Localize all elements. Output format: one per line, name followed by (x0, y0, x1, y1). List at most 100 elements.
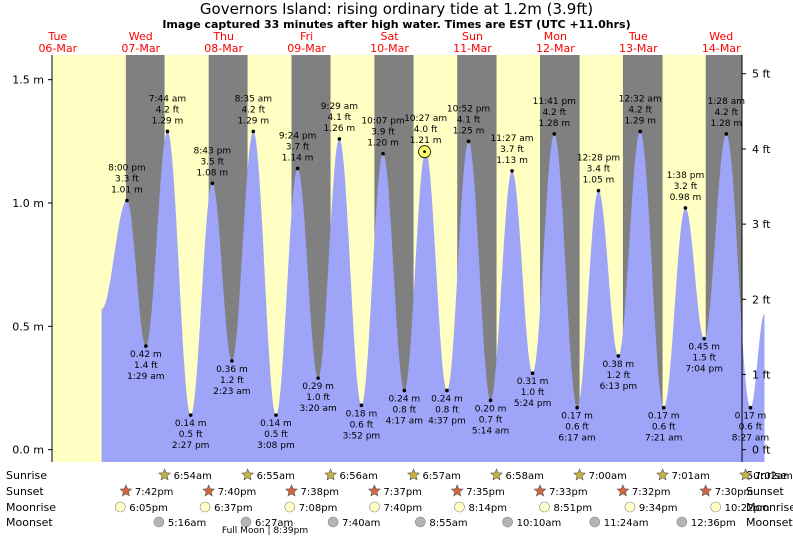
moonset-icon (502, 516, 513, 528)
row-label-left: Sunset (6, 485, 44, 498)
day-date-label: 07-Mar (121, 42, 160, 55)
high-tide-feet: 3.9 ft (371, 128, 395, 138)
moonrise-time: 8:14pm (468, 503, 507, 514)
moonset-time: 5:16am (168, 518, 206, 529)
high-tide-metres: 1.21 m (410, 136, 442, 146)
sunrise-time: 7:00am (589, 471, 627, 482)
moonset-time: 10:10am (517, 518, 562, 529)
high-tide-feet: 4.2 ft (542, 108, 566, 118)
sunrise-icon (490, 468, 503, 481)
right-axis-tick-label: 4 ft (752, 143, 771, 156)
low-tide-time: 2:27 pm (172, 441, 210, 451)
sunset-time: 7:33pm (549, 487, 588, 498)
low-tide-metres: 0.24 m (389, 394, 421, 404)
sunset-time: 7:38pm (301, 487, 340, 498)
high-tide-metres: 1.28 m (538, 119, 570, 129)
low-tide-feet: 1.4 ft (134, 361, 158, 371)
moonrise-icon (539, 501, 550, 513)
low-tide-time: 6:13 pm (600, 382, 638, 392)
moonrise-icon (369, 501, 380, 513)
high-tide-marker (337, 137, 342, 141)
high-tide-metres: 1.29 m (152, 116, 184, 126)
moonset-icon (415, 516, 426, 528)
low-tide-marker (445, 388, 449, 393)
low-tide-feet: 0.6 ft (565, 423, 589, 433)
low-tide-feet: 1.0 ft (521, 388, 545, 398)
day-date-label: 08-Mar (204, 42, 243, 55)
left-axis-tick-label: 0.0 m (12, 444, 44, 457)
low-tide-metres: 0.14 m (260, 419, 292, 429)
sunset-time: 7:40pm (218, 487, 257, 498)
moonrise-icon (199, 501, 211, 513)
row-label-right: Moonset (746, 516, 793, 529)
day-name-label: Mon (544, 30, 567, 43)
low-tide-marker (402, 388, 407, 393)
high-tide-marker (295, 166, 300, 171)
low-tide-marker (359, 403, 364, 408)
high-tide-marker (381, 151, 385, 156)
high-tide-feet: 3.5 ft (200, 157, 224, 167)
moonset-time: 6:27am (255, 518, 293, 529)
low-tide-feet: 0.6 ft (652, 423, 676, 433)
low-tide-marker (144, 344, 148, 348)
sunrise-time: 7:01am (672, 471, 710, 482)
low-tide-time: 8:27 am (732, 434, 769, 444)
row-label-left: Moonrise (6, 501, 56, 514)
sunset-icon (202, 484, 216, 497)
high-tide-time: 8:43 pm (194, 146, 232, 156)
high-tide-marker (638, 129, 642, 134)
high-tide-metres: 1.08 m (196, 168, 228, 178)
low-tide-time: 3:20 am (299, 404, 336, 414)
high-tide-time: 9:24 pm (279, 131, 317, 141)
low-tide-time: 7:21 am (645, 434, 682, 444)
low-tide-marker (616, 354, 621, 358)
high-tide-feet: 3.7 ft (500, 145, 524, 155)
left-axis-tick-label: 1.0 m (12, 197, 44, 210)
high-tide-time: 1:28 am (708, 97, 745, 107)
moonrise-time: 9:34pm (639, 503, 678, 514)
high-tide-feet: 3.4 ft (587, 165, 611, 175)
low-tide-feet: 1.5 ft (692, 354, 716, 364)
low-tide-metres: 0.17 m (648, 412, 680, 422)
high-tide-metres: 0.98 m (670, 193, 702, 203)
low-tide-metres: 0.14 m (175, 419, 207, 429)
low-tide-metres: 0.31 m (517, 377, 549, 387)
low-tide-feet: 1.2 ft (220, 376, 244, 386)
tide-area (101, 131, 765, 462)
row-label-right: Sunset (746, 485, 784, 498)
chart-subtitle: Image captured 33 minutes after high wat… (162, 18, 631, 31)
sunrise-icon (241, 468, 255, 481)
day-date-label: 09-Mar (287, 42, 326, 55)
high-tide-metres: 1.25 m (453, 126, 485, 136)
sunrise-icon (573, 468, 587, 481)
low-tide-time: 3:52 pm (343, 431, 381, 441)
low-tide-feet: 1.0 ft (306, 393, 330, 403)
sunset-time: 7:30pm (715, 487, 754, 498)
low-tide-marker (748, 405, 753, 410)
moonset-icon (589, 516, 601, 528)
high-tide-feet: 4.2 ft (628, 105, 652, 115)
moonrise-time: 8:51pm (554, 503, 593, 514)
low-tide-feet: 0.8 ft (435, 405, 459, 415)
high-tide-feet: 3.3 ft (115, 175, 139, 185)
day-name-label: Wed (709, 30, 733, 43)
moonset-icon (676, 516, 688, 528)
moonrise-time: 7:40pm (384, 503, 423, 514)
high-tide-feet: 3.2 ft (674, 182, 698, 192)
low-tide-metres: 0.20 m (475, 404, 507, 414)
sunset-icon (285, 484, 298, 497)
low-tide-metres: 0.17 m (735, 412, 767, 422)
sunrise-icon (407, 468, 421, 481)
moonset-time: 7:40am (342, 518, 380, 529)
low-tide-marker (702, 336, 707, 341)
low-tide-marker (530, 371, 535, 376)
low-tide-metres: 0.42 m (130, 350, 162, 360)
day-name-label: Wed (129, 30, 153, 43)
high-tide-feet: 4.2 ft (241, 105, 265, 115)
low-tide-feet: 0.6 ft (350, 420, 374, 430)
high-tide-time: 7:44 am (149, 94, 186, 104)
row-label-right: Sunrise (746, 469, 787, 482)
moonrise-icon (114, 501, 126, 513)
